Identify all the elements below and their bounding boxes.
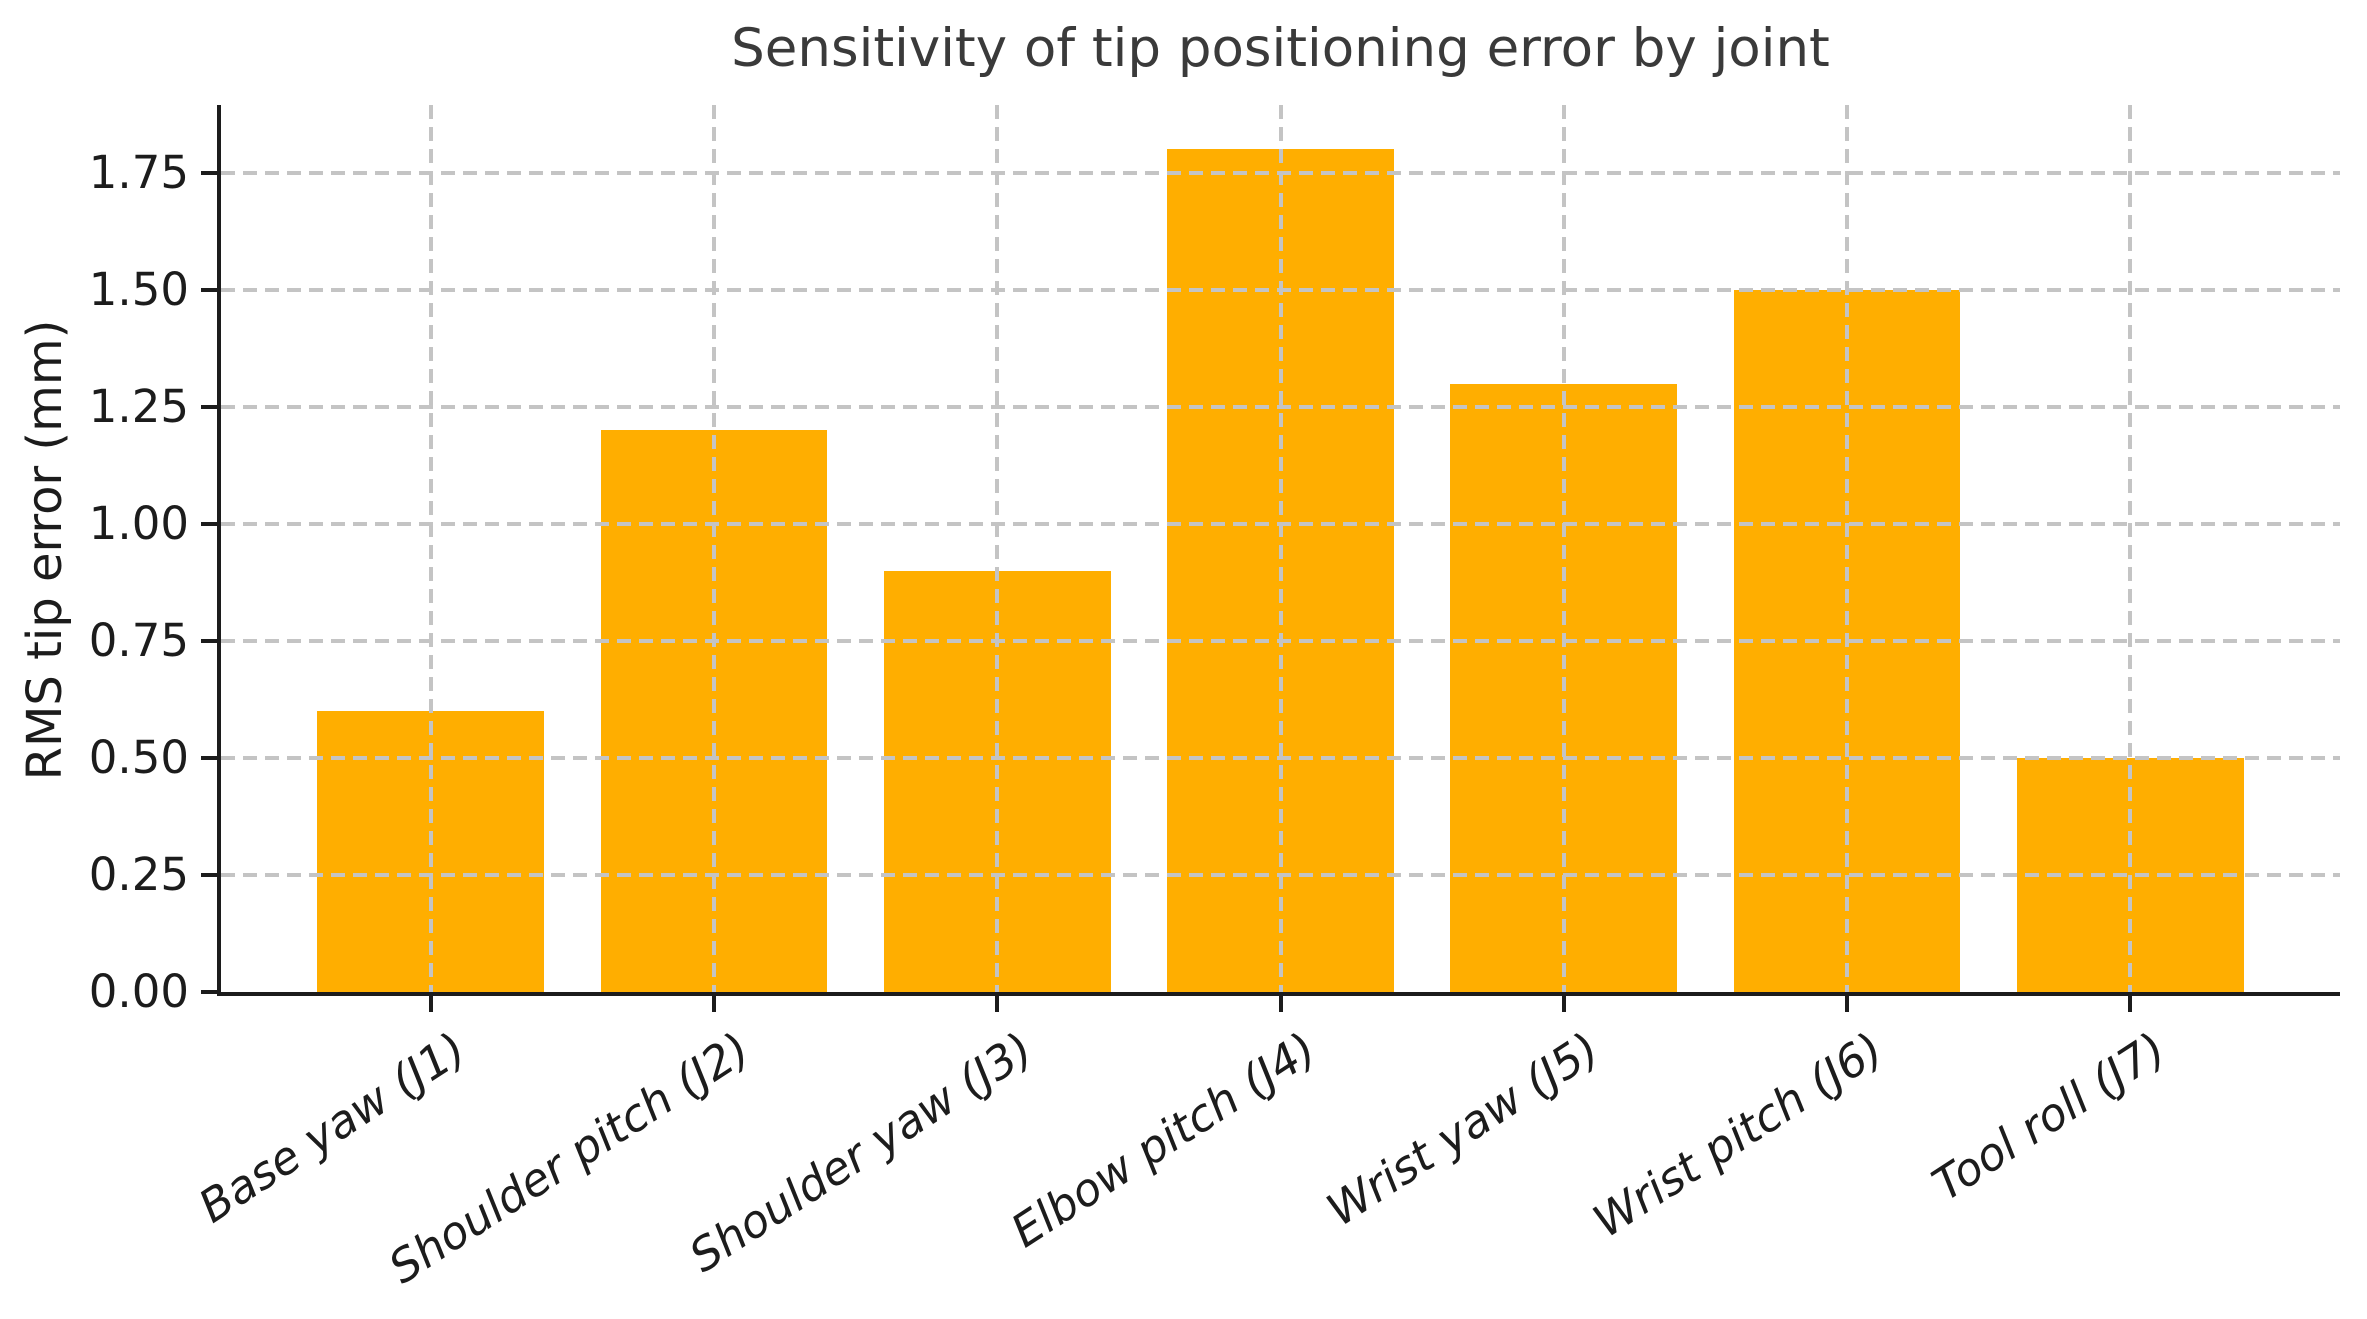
x-tick-label: Base yaw (J1) [189, 1022, 476, 1234]
y-tick-label: 0.00 [88, 965, 189, 1018]
v-gridline [1561, 105, 1566, 992]
y-tick-label: 1.00 [88, 496, 189, 550]
x-tick-label: Wrist pitch (J6) [1583, 1022, 1892, 1249]
y-tick-mark [201, 404, 217, 409]
y-tick-mark [201, 872, 217, 877]
y-tick-mark [201, 170, 217, 175]
x-tick-mark [2128, 996, 2133, 1012]
y-tick-mark [201, 521, 217, 526]
plot-area [217, 105, 2340, 996]
v-gridline [428, 105, 433, 992]
y-tick-mark [201, 755, 217, 760]
x-tick-mark [995, 996, 1000, 1012]
y-tick-label: 1.50 [88, 262, 189, 316]
v-gridline [1845, 105, 1850, 992]
y-tick-mark [201, 287, 217, 292]
v-gridline [2128, 105, 2133, 992]
axes-layer [217, 105, 2340, 996]
x-tick-label: Tool roll (J7) [1923, 1022, 2176, 1212]
x-tick-mark [711, 996, 716, 1012]
x-tick-label: Elbow pitch (J4) [1001, 1022, 1326, 1258]
x-axis-spine [217, 992, 2340, 996]
v-gridline [995, 105, 1000, 992]
y-tick-mark [201, 638, 217, 643]
y-tick-label: 1.75 [88, 145, 189, 199]
v-gridline [711, 105, 716, 992]
x-tick-mark [1561, 996, 1566, 1012]
x-tick-label: Wrist yaw (J5) [1317, 1022, 1609, 1237]
y-tick-label: 1.25 [88, 379, 189, 433]
x-tick-mark [428, 996, 433, 1012]
y-tick-label: 0.75 [88, 613, 189, 667]
x-tick-mark [1278, 996, 1283, 1012]
y-tick-label: 0.25 [88, 847, 189, 901]
y-axis-spine [217, 105, 221, 996]
v-gridline [1278, 105, 1283, 992]
y-tick-mark [201, 990, 217, 994]
x-tick-mark [1845, 996, 1850, 1012]
y-tick-label: 0.50 [88, 730, 189, 784]
chart-title: Sensitivity of tip positioning error by … [731, 18, 1830, 79]
gridlines-layer [221, 105, 2340, 992]
